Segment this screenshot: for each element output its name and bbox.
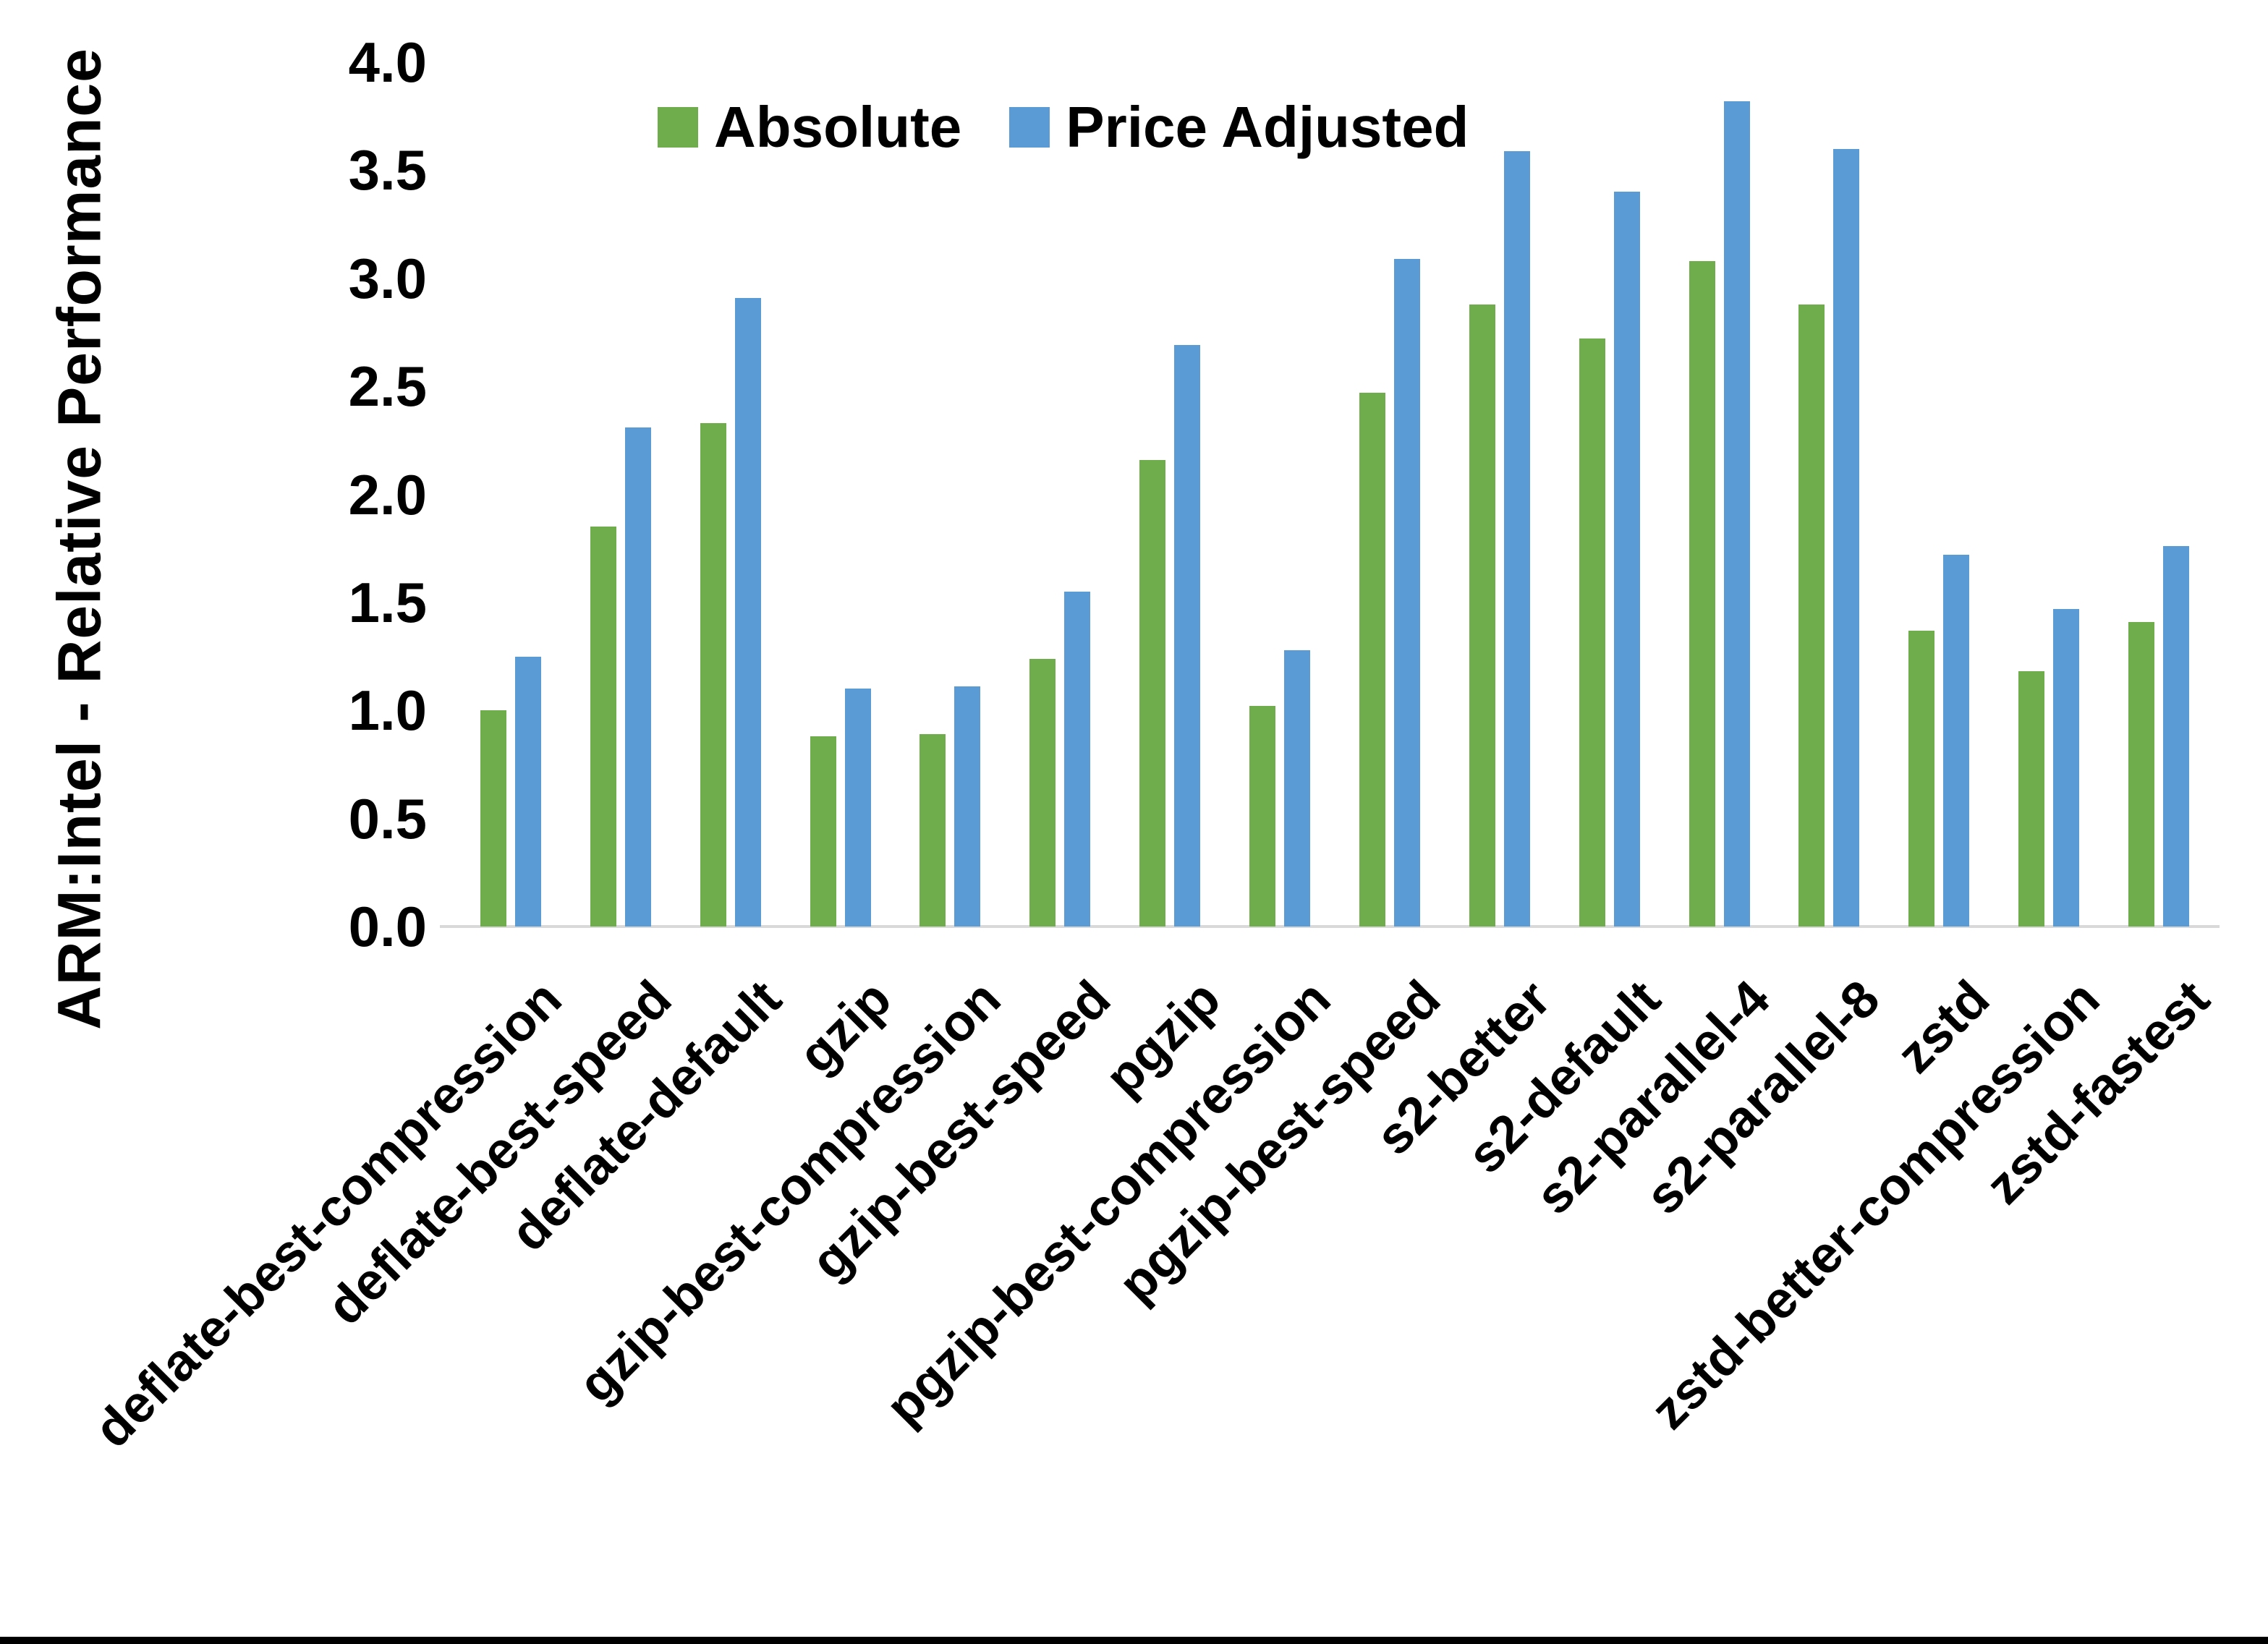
- legend: Absolute Price Adjusted: [658, 94, 1469, 161]
- bar-absolute-zstd-fastest: [2128, 621, 2155, 927]
- bar-group-s2-parallel-4: [1665, 62, 1775, 927]
- y-tick-label-4.0: 4.0: [348, 30, 427, 94]
- bar-group-zstd-fastest: [2104, 62, 2214, 927]
- bar-price-adjusted-pgzip: [1174, 345, 1201, 927]
- bar-group-pgzip-best-speed: [1335, 62, 1445, 927]
- bar-absolute-deflate-best-compression: [480, 710, 506, 927]
- bar-price-adjusted-zstd-fastest: [2163, 546, 2190, 927]
- bar-absolute-zstd: [1908, 630, 1935, 927]
- bar-absolute-gzip-best-compression: [919, 734, 946, 927]
- legend-swatch-absolute: [658, 107, 698, 148]
- bar-price-adjusted-pgzip-best-speed: [1393, 258, 1420, 927]
- bar-group-deflate-best-speed: [566, 62, 676, 927]
- bar-group-deflate-best-compression: [456, 62, 566, 927]
- legend-label-absolute: Absolute: [714, 95, 962, 159]
- bar-absolute-s2-parallel-4: [1689, 260, 1715, 927]
- bar-price-adjusted-deflate-best-compression: [514, 656, 541, 927]
- bar-group-gzip: [786, 62, 896, 927]
- bar-absolute-pgzip-best-speed: [1359, 393, 1385, 927]
- bar-group-zstd: [1884, 62, 1994, 927]
- x-axis-line: [440, 925, 2220, 928]
- y-tick-label-2.5: 2.5: [348, 354, 427, 419]
- bar-price-adjusted-s2-better: [1503, 150, 1530, 927]
- bar-absolute-s2-parallel-8: [1798, 304, 1825, 927]
- legend-swatch-price-adjusted: [1009, 107, 1050, 148]
- bar-price-adjusted-zstd: [1943, 555, 1970, 927]
- bar-absolute-s2-default: [1579, 338, 1605, 927]
- bar-absolute-deflate-best-speed: [590, 527, 616, 927]
- bottom-border-strip: [0, 1637, 2268, 1644]
- bar-group-s2-parallel-8: [1775, 62, 1885, 927]
- bar-absolute-pgzip-best-compression: [1249, 706, 1276, 927]
- bar-price-adjusted-gzip: [844, 689, 871, 927]
- bar-absolute-gzip: [810, 736, 836, 927]
- bar-absolute-zstd-better-compression: [2018, 671, 2045, 927]
- bar-absolute-s2-better: [1469, 304, 1495, 927]
- bar-group-s2-better: [1445, 62, 1555, 927]
- bar-price-adjusted-deflate-default: [734, 297, 761, 927]
- bar-group-deflate-default: [676, 62, 786, 927]
- bar-group-pgzip-best-compression: [1225, 62, 1335, 927]
- x-label-deflate-best-compression: deflate-best-compression: [83, 969, 573, 1459]
- y-tick-label-2.0: 2.0: [348, 462, 427, 527]
- bar-group-gzip-best-compression: [896, 62, 1006, 927]
- bar-price-adjusted-s2-parallel-8: [1833, 148, 1860, 927]
- y-tick-label-0.5: 0.5: [348, 786, 427, 851]
- bar-price-adjusted-pgzip-best-compression: [1284, 649, 1311, 927]
- bar-absolute-gzip-best-speed: [1029, 658, 1056, 927]
- y-tick-label-3.5: 3.5: [348, 138, 427, 203]
- bar-price-adjusted-s2-parallel-4: [1723, 101, 1750, 927]
- y-tick-label-1.5: 1.5: [348, 570, 427, 634]
- bar-group-zstd-better-compression: [1994, 62, 2104, 927]
- bar-group-gzip-best-speed: [1005, 62, 1115, 927]
- bar-group-pgzip: [1115, 62, 1225, 927]
- legend-item-absolute: Absolute: [658, 94, 961, 161]
- bar-price-adjusted-gzip-best-speed: [1064, 591, 1091, 927]
- y-axis-title: ARM:Intel - Relative Performance: [45, 48, 114, 1030]
- y-tick-label-3.0: 3.0: [348, 246, 427, 310]
- bar-absolute-deflate-default: [700, 422, 726, 927]
- bar-price-adjusted-deflate-best-speed: [624, 427, 651, 927]
- bar-price-adjusted-gzip-best-compression: [954, 686, 981, 927]
- bar-price-adjusted-s2-default: [1613, 192, 1640, 927]
- legend-label-price-adjusted: Price Adjusted: [1066, 95, 1469, 159]
- bar-group-s2-default: [1555, 62, 1665, 927]
- bar-absolute-pgzip: [1139, 459, 1166, 927]
- legend-item-price-adjusted: Price Adjusted: [1009, 94, 1469, 161]
- y-tick-label-0.0: 0.0: [348, 895, 427, 958]
- bar-price-adjusted-zstd-better-compression: [2053, 608, 2080, 927]
- y-tick-label-1.0: 1.0: [348, 678, 427, 743]
